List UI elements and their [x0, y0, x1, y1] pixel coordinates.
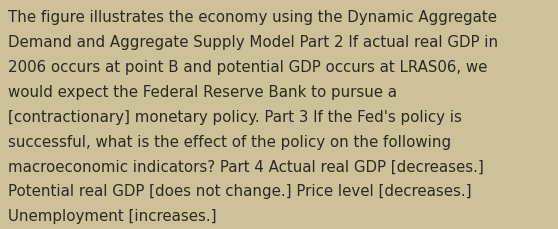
Text: Potential real GDP [does not change.] Price level [decreases.]: Potential real GDP [does not change.] Pr… [8, 183, 472, 198]
Text: macroeconomic indicators? Part 4 Actual real GDP [decreases.]: macroeconomic indicators? Part 4 Actual … [8, 159, 484, 174]
Text: The figure illustrates the economy using the Dynamic Aggregate: The figure illustrates the economy using… [8, 10, 497, 25]
Text: would expect the Federal Reserve Bank to pursue a: would expect the Federal Reserve Bank to… [8, 85, 397, 99]
Text: Unemployment [increases.]: Unemployment [increases.] [8, 208, 217, 223]
Text: 2006 occurs at point B and potential GDP occurs at LRAS06, we: 2006 occurs at point B and potential GDP… [8, 60, 488, 75]
Text: Demand and Aggregate Supply Model Part 2 If actual real GDP in: Demand and Aggregate Supply Model Part 2… [8, 35, 498, 50]
Text: successful, what is the effect of the policy on the following: successful, what is the effect of the po… [8, 134, 451, 149]
Text: [contractionary] monetary policy. Part 3 If the Fed's policy is: [contractionary] monetary policy. Part 3… [8, 109, 462, 124]
